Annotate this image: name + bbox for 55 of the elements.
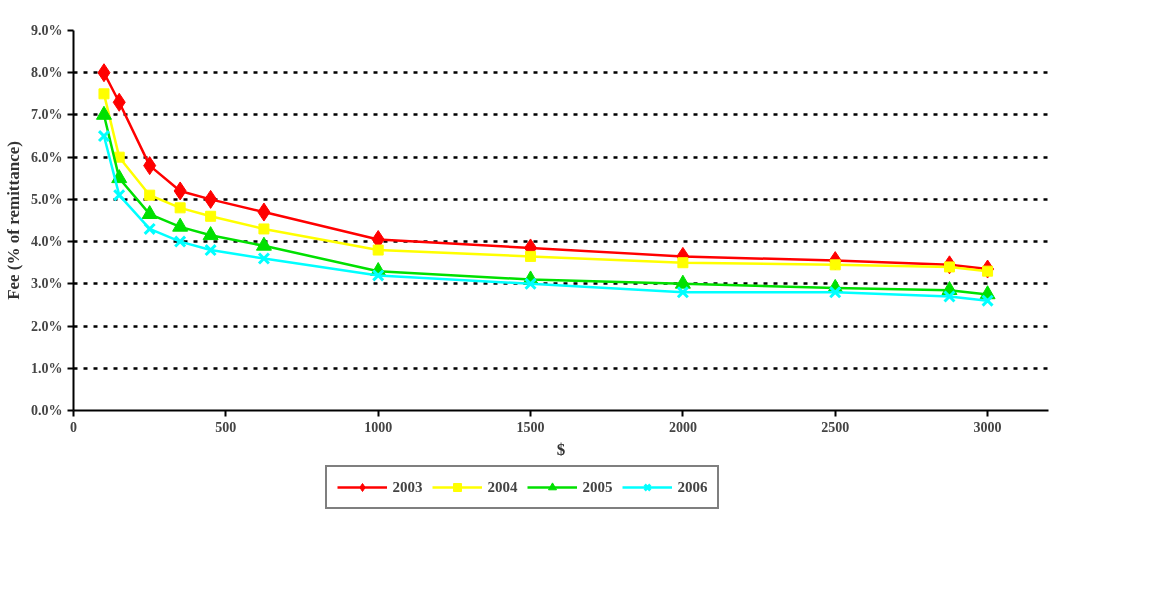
point: [943, 290, 956, 303]
point: [674, 274, 691, 289]
x-tick-label: 1500: [516, 419, 545, 435]
point: [257, 252, 271, 265]
y-tick-label: 0.0%: [31, 403, 63, 418]
point: [525, 250, 537, 262]
point: [112, 92, 126, 112]
point: [98, 88, 110, 100]
legend-label: 2005: [582, 478, 613, 496]
point: [371, 268, 385, 282]
y-tick-label: 2.0%: [31, 318, 63, 334]
point: [173, 235, 187, 249]
y-tick-label: 7.0%: [31, 107, 63, 123]
point: [372, 244, 384, 256]
point: [143, 222, 157, 236]
point: [144, 189, 156, 201]
point: [257, 202, 271, 222]
legend-label: 2004: [487, 478, 518, 496]
y-tick-label: 4.0%: [31, 234, 63, 250]
point: [677, 257, 689, 269]
point: [524, 277, 537, 291]
y-axis-title: Fee (% of remittance): [4, 141, 23, 300]
point: [204, 243, 218, 257]
y-tick-label: 9.0%: [31, 23, 63, 38]
point: [143, 156, 157, 176]
y-tick-label: 1.0%: [31, 360, 63, 376]
point: [205, 210, 217, 222]
x-axis-title: $: [556, 439, 566, 459]
point: [173, 181, 187, 201]
point: [828, 285, 842, 299]
point: [255, 236, 272, 251]
point: [97, 63, 111, 83]
point: [202, 226, 219, 241]
y-tick-label: 3.0%: [31, 276, 63, 292]
x-tick-label: 3000: [973, 419, 1002, 435]
point: [174, 202, 186, 214]
x-tick-label: 500: [215, 419, 237, 435]
legend-label: 2003: [392, 478, 423, 496]
point: [97, 129, 111, 143]
point: [172, 217, 189, 232]
point: [676, 285, 690, 299]
y-tick-label: 8.0%: [31, 65, 63, 81]
legend-label: 2006: [677, 478, 708, 496]
x-tick-label: 1000: [364, 419, 393, 435]
point: [981, 294, 995, 308]
x-tick-label: 2000: [668, 419, 697, 435]
x-tick-label: 0: [70, 419, 77, 435]
x-tick-label: 2500: [821, 419, 850, 435]
point: [112, 188, 126, 202]
point: [141, 205, 158, 219]
y-tick-label: 6.0%: [31, 149, 63, 165]
point: [829, 259, 841, 271]
point: [258, 223, 270, 235]
y-tick-label: 5.0%: [31, 191, 63, 207]
point: [204, 189, 218, 209]
